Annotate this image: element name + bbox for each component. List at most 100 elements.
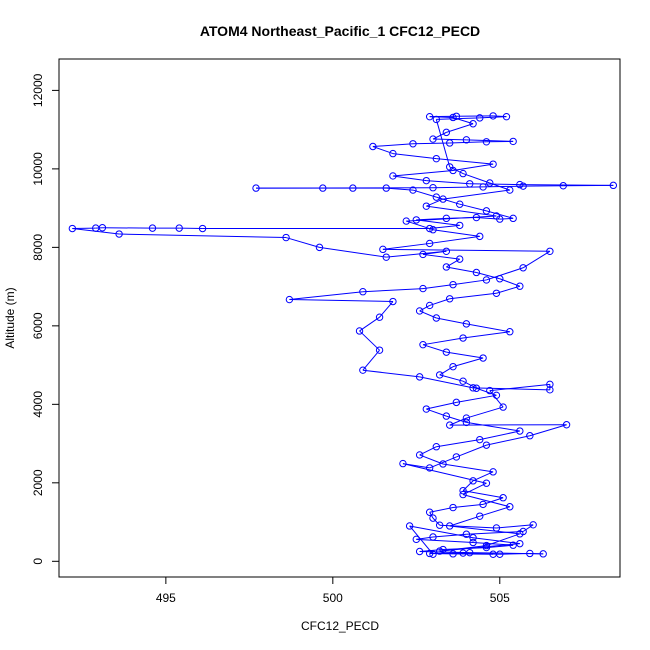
data-point [486, 179, 494, 187]
data-point [609, 181, 618, 190]
data-point [476, 114, 484, 122]
series-segment [452, 163, 494, 171]
data-point [399, 459, 407, 468]
data-point [452, 112, 461, 120]
data-point [432, 443, 441, 451]
data-point [472, 268, 481, 277]
data-point [425, 112, 434, 121]
series-segment [466, 406, 504, 419]
y-axis-label: Altitude (m) [3, 287, 17, 348]
series-segment [436, 317, 467, 325]
series-segment [416, 219, 460, 226]
data-point [98, 224, 107, 232]
series-segment [439, 366, 454, 376]
data-point [429, 226, 437, 234]
series-segment [419, 376, 474, 389]
series-segment [483, 185, 524, 188]
series-segment [452, 357, 484, 368]
series-segment [439, 374, 464, 382]
data-point [435, 547, 444, 555]
series-segment [446, 266, 477, 273]
data-point [496, 550, 504, 558]
series-segment [285, 237, 320, 248]
data-point [319, 184, 327, 192]
data-point [469, 538, 477, 547]
series-segment [416, 217, 447, 221]
data-point [432, 154, 441, 163]
data-point [502, 112, 511, 121]
data-point [449, 113, 457, 122]
data-point [506, 503, 514, 511]
series-segment [429, 224, 460, 230]
data-point [429, 550, 437, 558]
x-tick-label: 505 [490, 591, 510, 605]
data-point [442, 214, 451, 223]
data-point [492, 212, 501, 220]
data-point [439, 460, 447, 468]
series-segment [426, 401, 457, 410]
data-point [419, 250, 427, 259]
data-point [459, 486, 467, 495]
data-point [382, 253, 390, 261]
data-point [409, 140, 417, 148]
data-point [389, 149, 397, 158]
series-segment [466, 530, 524, 535]
data-point [449, 550, 457, 558]
data-point [462, 320, 471, 328]
data-point [429, 514, 437, 522]
data-point [482, 479, 491, 487]
data-point [432, 115, 441, 124]
data-point [382, 184, 390, 192]
data-point [452, 398, 461, 407]
data-point [375, 313, 384, 321]
data-point [482, 276, 491, 284]
series-segment [469, 552, 544, 555]
data-point [476, 512, 484, 520]
data-point [519, 182, 527, 190]
series-segment [319, 246, 387, 258]
data-point [456, 255, 464, 263]
x-axis-label: CFC12_PECD [301, 619, 379, 633]
data-point [499, 494, 507, 502]
data-point [516, 427, 524, 435]
data-point [526, 549, 534, 558]
series-segment [456, 444, 487, 458]
data-point [492, 289, 501, 297]
data-point [175, 224, 183, 232]
series-segment [412, 189, 437, 198]
series-segment [479, 430, 520, 441]
series-segment [392, 169, 454, 177]
series-segment [289, 291, 363, 301]
data-point [445, 163, 454, 171]
series-segment [462, 482, 487, 496]
series-segment [522, 524, 534, 532]
data-point [456, 200, 464, 208]
series-segment [422, 337, 464, 346]
series-segment [382, 242, 430, 250]
series-points [68, 112, 618, 558]
data-point [442, 412, 451, 420]
series-segment [442, 189, 510, 200]
data-point [482, 543, 491, 552]
data-point [429, 135, 437, 143]
data-point [375, 346, 384, 354]
data-point [68, 224, 77, 233]
data-point [462, 414, 471, 422]
series-segment [459, 203, 487, 212]
series-segment [392, 175, 427, 182]
series-segment [422, 284, 454, 290]
chart-title: ATOM4 Northeast_Pacific_1 CFC12_PECD [200, 23, 480, 39]
series-segment [473, 537, 520, 545]
y-tick-label: 6000 [31, 312, 45, 339]
series-segment [486, 533, 520, 547]
plot-area-border [58, 58, 621, 578]
data-point [445, 295, 454, 303]
series-segment [479, 506, 510, 517]
data-point [435, 521, 444, 529]
data-point [442, 128, 451, 137]
series-segment [466, 421, 520, 432]
data-point [415, 307, 424, 315]
series-segment [416, 538, 474, 543]
series-segment [462, 331, 510, 339]
data-point [482, 541, 491, 550]
